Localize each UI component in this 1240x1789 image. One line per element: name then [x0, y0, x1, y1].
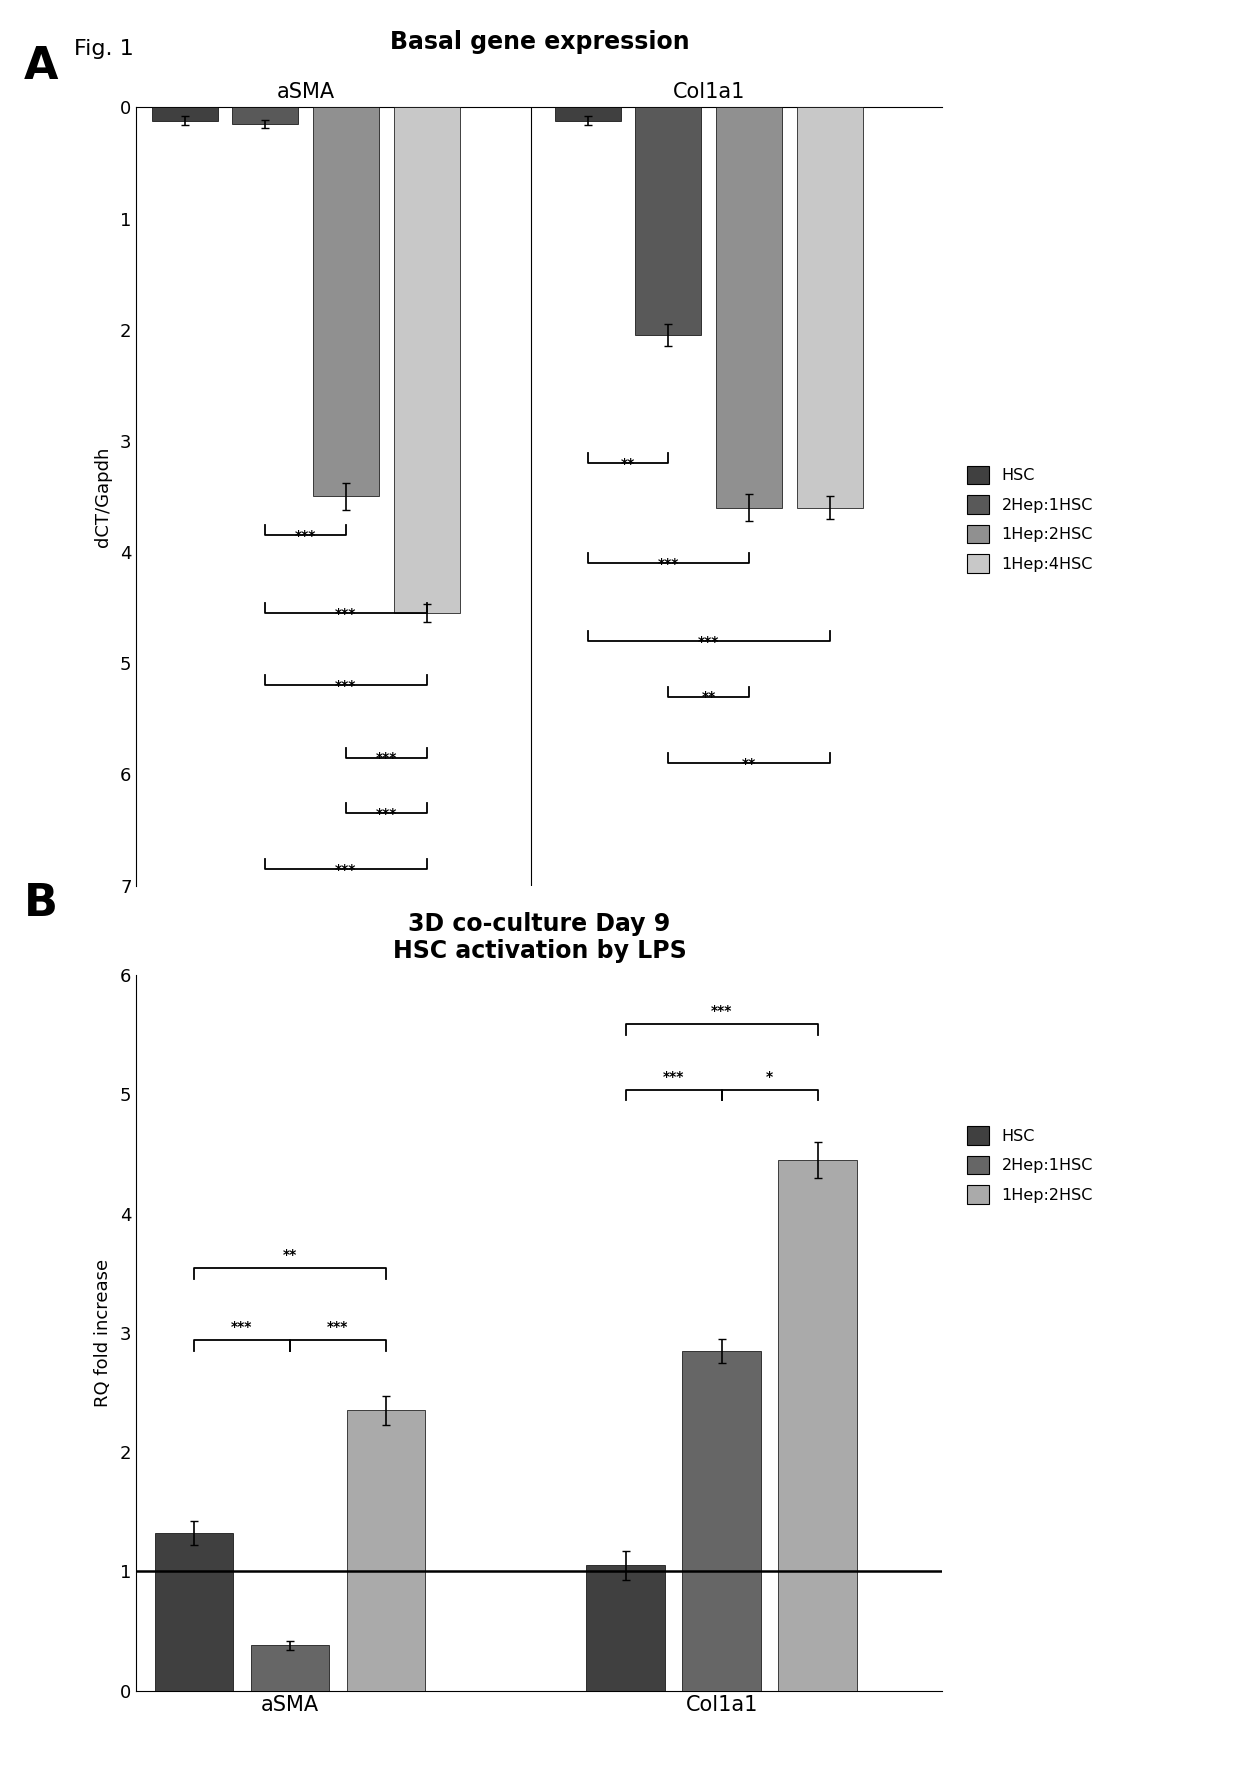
Y-axis label: dCT/Gapdh: dCT/Gapdh — [94, 445, 112, 547]
Legend: HSC, 2Hep:1HSC, 1Hep:2HSC, 1Hep:4HSC: HSC, 2Hep:1HSC, 1Hep:2HSC, 1Hep:4HSC — [966, 465, 1092, 572]
Text: **: ** — [702, 691, 715, 705]
Bar — [779, 1159, 857, 1691]
Bar — [554, 107, 621, 120]
Text: A: A — [24, 45, 58, 88]
Text: ***: *** — [335, 862, 357, 877]
Text: ***: *** — [711, 1004, 733, 1018]
Text: ***: *** — [376, 751, 397, 766]
Bar — [796, 107, 863, 508]
Text: **: ** — [621, 456, 635, 471]
Text: *: * — [766, 1070, 774, 1084]
Text: ***: *** — [698, 635, 719, 649]
Bar — [715, 107, 782, 508]
Bar — [393, 107, 460, 614]
Y-axis label: RQ fold increase: RQ fold increase — [94, 1259, 112, 1406]
Bar — [587, 1565, 665, 1691]
Text: **: ** — [742, 757, 756, 771]
Bar — [250, 1646, 330, 1691]
Text: B: B — [24, 882, 57, 925]
Text: ***: *** — [335, 680, 357, 692]
Title: Basal gene expression: Basal gene expression — [389, 30, 689, 54]
Bar — [151, 107, 218, 120]
Legend: HSC, 2Hep:1HSC, 1Hep:2HSC: HSC, 2Hep:1HSC, 1Hep:2HSC — [966, 1125, 1092, 1204]
Bar — [635, 107, 702, 335]
Text: ***: *** — [335, 606, 357, 621]
Text: ***: *** — [295, 530, 316, 544]
Bar — [232, 107, 299, 123]
Title: 3D co-culture Day 9
HSC activation by LPS: 3D co-culture Day 9 HSC activation by LP… — [393, 912, 686, 962]
Text: ***: *** — [327, 1320, 348, 1335]
Bar — [346, 1410, 425, 1691]
Bar — [155, 1533, 233, 1691]
Text: ***: *** — [657, 556, 680, 571]
Text: **: ** — [283, 1249, 298, 1263]
Bar — [312, 107, 379, 496]
Text: ***: *** — [232, 1320, 253, 1335]
Bar — [682, 1351, 761, 1691]
Text: ***: *** — [376, 807, 397, 821]
Text: Fig. 1: Fig. 1 — [74, 39, 134, 59]
Text: ***: *** — [663, 1070, 684, 1084]
